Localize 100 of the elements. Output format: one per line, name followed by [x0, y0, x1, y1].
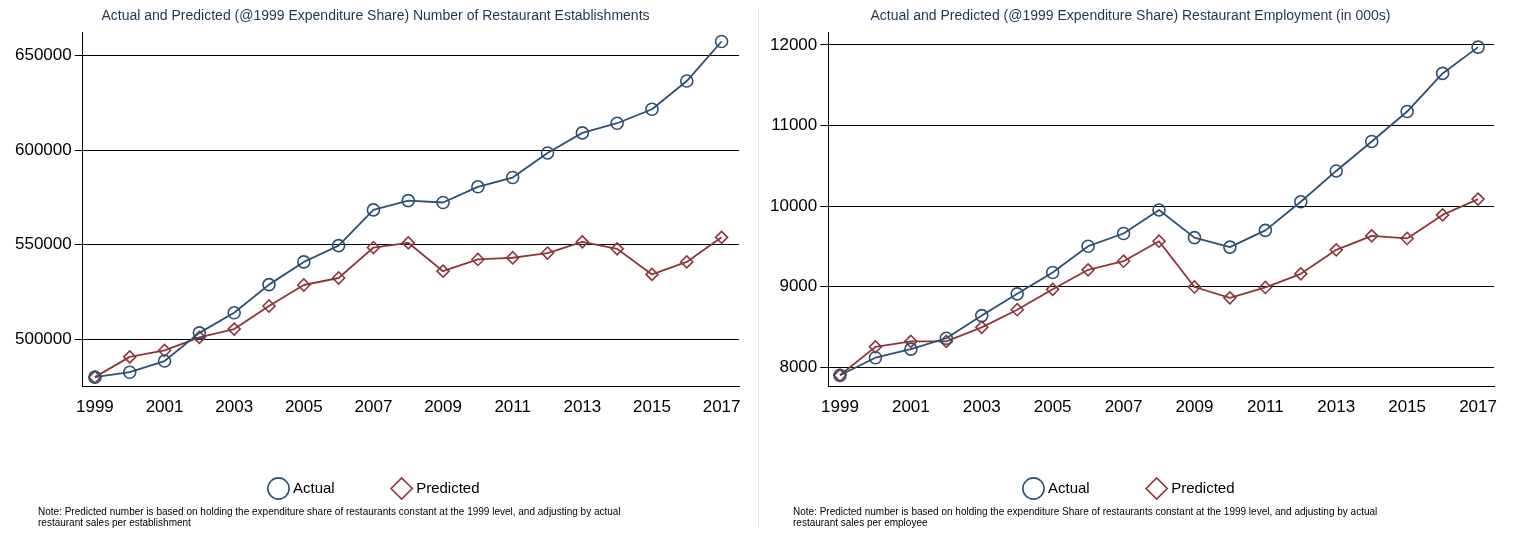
- x-tick-label: 2013: [563, 397, 602, 417]
- point: [1223, 291, 1237, 305]
- point: [1471, 40, 1485, 54]
- point: [714, 230, 729, 245]
- point: [122, 365, 137, 380]
- legend-label: Predicted: [1171, 478, 1235, 496]
- point: [192, 326, 207, 340]
- x-tick-label: 2017: [1459, 397, 1497, 417]
- point: [366, 240, 381, 255]
- point: [122, 350, 137, 364]
- point: [401, 236, 416, 250]
- y-tick-label: 8000: [779, 356, 818, 376]
- point: [1258, 280, 1273, 295]
- x-tick-label: 2009: [424, 397, 462, 417]
- x-tick-label: 2005: [284, 397, 323, 417]
- x-tick-label: 1999: [76, 397, 114, 417]
- point: [1364, 134, 1379, 149]
- point: [227, 322, 241, 336]
- point: [1294, 195, 1308, 209]
- point: [1152, 234, 1166, 249]
- point: [645, 267, 659, 282]
- x-tick-label: 1999: [821, 397, 859, 417]
- point: [540, 246, 555, 260]
- point: [904, 342, 918, 356]
- x-tick-label: 2011: [494, 397, 531, 417]
- point: [1400, 231, 1414, 246]
- point: [575, 126, 590, 140]
- y-tick-label: 650000: [14, 45, 72, 65]
- point: [904, 334, 918, 349]
- x-tick-label: 2007: [1104, 397, 1143, 417]
- point: [1364, 229, 1379, 243]
- point: [1471, 192, 1485, 206]
- point: [471, 180, 485, 194]
- point: [645, 102, 659, 117]
- point: [1045, 265, 1060, 280]
- point: [436, 195, 450, 210]
- x-tick-label: 2003: [962, 397, 1001, 417]
- x-tick-label: 2003: [215, 397, 254, 417]
- x-tick-label: 2017: [702, 397, 741, 417]
- point: [297, 278, 311, 292]
- point: [1116, 226, 1131, 241]
- point: [1010, 302, 1025, 317]
- text: Note: Predicted number is based on holding the expenditure Share of restaurants constant at the 1999 level, and adjusting by actual restaurant sales per employee: [793, 506, 1379, 528]
- point: [868, 340, 883, 354]
- point: [1081, 239, 1095, 254]
- y-tick-label: 9000: [779, 276, 818, 296]
- legend-label: Predicted: [416, 478, 480, 496]
- point: [436, 264, 450, 278]
- point: [679, 74, 694, 88]
- point: [974, 308, 989, 323]
- x-tick-label: 2001: [891, 397, 930, 417]
- point: [1223, 240, 1237, 254]
- text: Note: Predicted number is based on holding the expenditure share of restaurants constant at the 1999 level, and adjusting by actual restaurant sales per establishment: [38, 506, 622, 528]
- legend-label: Actual: [1047, 478, 1090, 496]
- point: [401, 193, 416, 208]
- point: [297, 255, 311, 269]
- point: [227, 306, 241, 320]
- point: [471, 252, 485, 267]
- legend-label: Actual: [292, 478, 335, 496]
- point: [505, 250, 520, 265]
- y-tick-label: 10000: [769, 195, 818, 215]
- point: [1081, 263, 1095, 277]
- x-tick-label: 2015: [1388, 397, 1427, 417]
- y-tick-label: 500000: [14, 328, 72, 348]
- x-tick-label: 2015: [633, 397, 671, 417]
- point: [1187, 230, 1202, 245]
- point: [1187, 280, 1202, 294]
- point: [1116, 254, 1131, 268]
- x-tick-label: 2007: [354, 397, 393, 417]
- point: [610, 242, 624, 256]
- point: [1294, 267, 1308, 281]
- x-tick-label: 2005: [1033, 397, 1072, 417]
- y-tick-label: 12000: [769, 34, 818, 54]
- point: [868, 350, 883, 365]
- point: [157, 343, 172, 358]
- point: [1435, 208, 1450, 222]
- point: [1152, 203, 1166, 217]
- point: [575, 235, 590, 249]
- point: [262, 277, 276, 292]
- point: [331, 271, 346, 285]
- point: [366, 203, 381, 217]
- point: [974, 320, 989, 335]
- y-tick-label: 11000: [771, 115, 818, 135]
- point: [540, 146, 555, 160]
- point: [1400, 104, 1414, 119]
- point: [1329, 164, 1344, 178]
- point: [262, 299, 276, 313]
- point: [1010, 287, 1025, 301]
- point: [192, 330, 207, 345]
- point: [157, 354, 172, 368]
- x-tick-label: 2013: [1317, 397, 1356, 417]
- point: [1045, 282, 1060, 297]
- chart-title: Actual and Predicted (@1999 Expenditure Share) Number of Restaurant Establishments: [101, 7, 650, 24]
- point: [1258, 223, 1273, 238]
- y-tick-label: 600000: [14, 139, 72, 159]
- chart-title: Actual and Predicted (@1999 Expenditure Share) Restaurant Employment (in 000s): [870, 7, 1391, 24]
- y-tick-label: 550000: [14, 234, 72, 254]
- point: [610, 116, 624, 131]
- point: [714, 34, 729, 49]
- x-tick-label: 2009: [1175, 397, 1214, 417]
